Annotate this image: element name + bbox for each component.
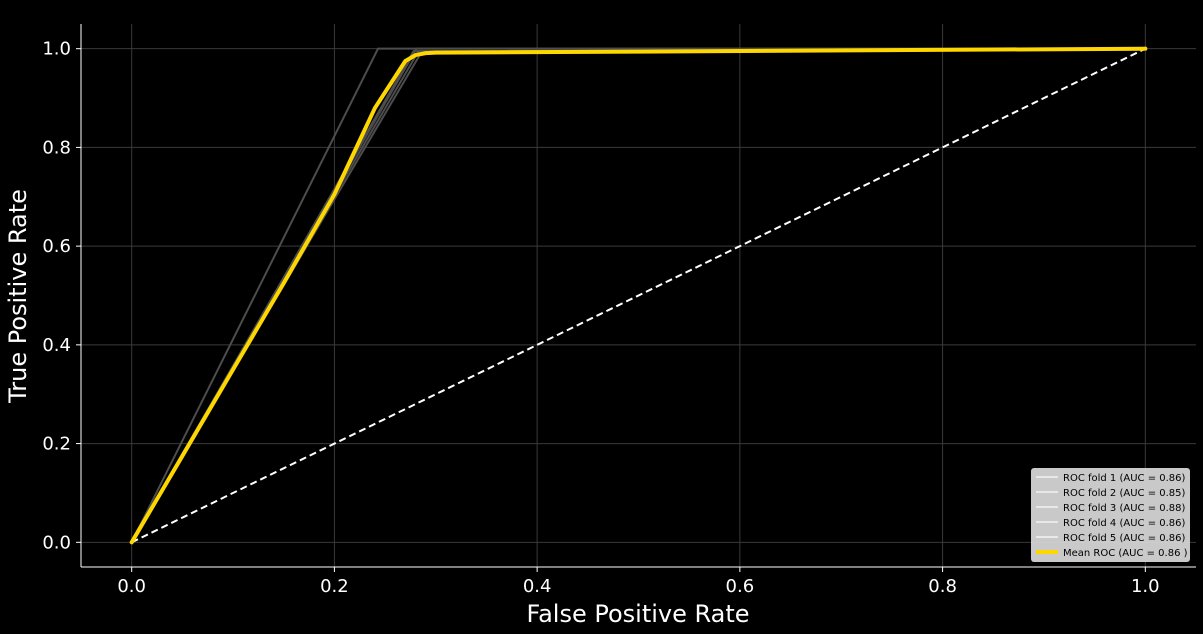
x-axis-title: False Positive Rate — [526, 600, 749, 628]
axis-ticks: 0.0 0.2 0.4 0.6 0.8 1.0 0.0 0.2 0.4 0.6 0.8 1.0 — [42, 39, 1159, 597]
x-tick-label: 0.6 — [726, 576, 755, 597]
y-tick-label: 1.0 — [42, 39, 71, 60]
legend-entry: ROC fold 3 (AUC = 0.88) — [1063, 503, 1186, 514]
grid-lines — [81, 24, 1196, 567]
y-tick-label: 0.6 — [42, 236, 71, 257]
legend-box — [1031, 468, 1190, 562]
mean-roc-line — [129, 46, 1148, 545]
chance-diagonal-line — [131, 47, 1146, 544]
legend: ROC fold 1 (AUC = 0.86) ROC fold 2 (AUC =… — [1031, 468, 1190, 562]
series-layer — [129, 46, 1148, 545]
y-axis-title: True Positive Rate — [4, 189, 32, 404]
legend-entry: ROC fold 2 (AUC = 0.85) — [1063, 488, 1186, 499]
y-tick-label: 0.0 — [42, 532, 71, 553]
x-tick-label: 0.2 — [320, 576, 349, 597]
legend-entry: ROC fold 4 (AUC = 0.86) — [1063, 518, 1186, 529]
x-tick-label: 0.8 — [928, 576, 957, 597]
y-tick-label: 0.8 — [42, 137, 71, 158]
legend-entry: ROC fold 5 (AUC = 0.86) — [1063, 533, 1186, 544]
legend-entry: ROC fold 1 (AUC = 0.86) — [1063, 473, 1186, 484]
y-tick-label: 0.2 — [42, 434, 71, 455]
legend-entry: Mean ROC (AUC = 0.86 ) — [1063, 548, 1188, 559]
x-tick-label: 0.4 — [523, 576, 552, 597]
y-tick-label: 0.4 — [42, 335, 71, 356]
x-tick-label: 1.0 — [1131, 576, 1160, 597]
x-tick-label: 0.0 — [117, 576, 146, 597]
